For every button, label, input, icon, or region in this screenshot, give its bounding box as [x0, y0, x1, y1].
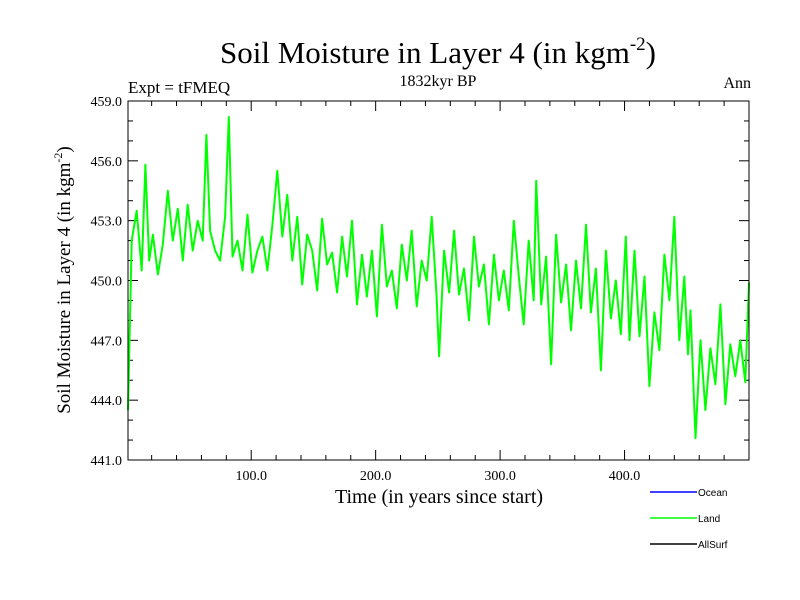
y-tick-label: 456.0 [91, 155, 123, 170]
chart-subtitle: 1832kyr BP [400, 73, 477, 90]
y-tick-label: 450.0 [91, 275, 123, 290]
legend-label-ocean: Ocean [698, 488, 727, 499]
y-axis-label: Soil Moisture in Layer 4 (in kgm-2) [51, 146, 75, 414]
x-tick-label: 400.0 [609, 469, 641, 484]
y-axis-label-superscript: -2 [51, 153, 65, 163]
y-tick-label: 447.0 [91, 334, 123, 349]
season-label: Ann [723, 75, 751, 92]
plot-frame [127, 100, 750, 461]
y-tick-label: 459.0 [91, 95, 123, 110]
chart-title-superscript: -2 [630, 34, 646, 55]
series-line-land [127, 116, 750, 440]
x-tick-label: 200.0 [360, 469, 392, 484]
y-tick-label: 444.0 [91, 394, 123, 409]
x-tick-label: 100.0 [235, 469, 267, 484]
chart-title: Soil Moisture in Layer 4 (in kgm-2) [220, 34, 656, 70]
y-tick-label: 453.0 [91, 215, 123, 230]
x-tick-label: 300.0 [484, 469, 516, 484]
y-tick-label: 441.0 [91, 454, 123, 469]
experiment-label: Expt = tFMEQ [128, 78, 230, 97]
x-axis-label: Time (in years since start) [335, 486, 543, 508]
legend-label-allsurf: AllSurf [698, 540, 728, 551]
legend-label-land: Land [698, 514, 720, 525]
